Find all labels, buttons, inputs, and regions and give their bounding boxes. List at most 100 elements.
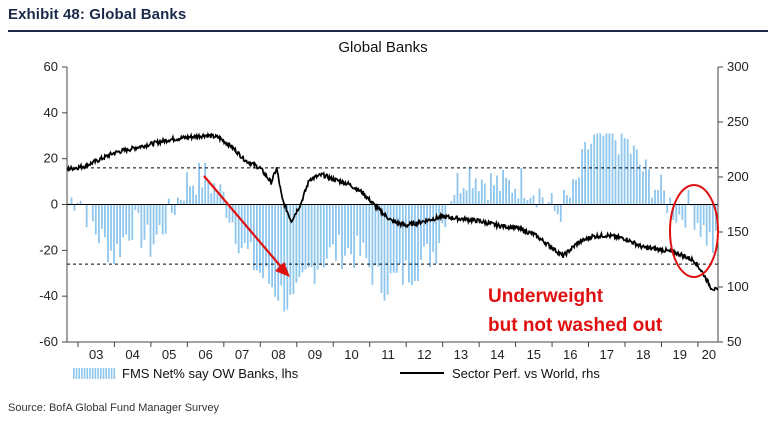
fms-bar <box>73 204 76 211</box>
fms-bar <box>183 200 185 205</box>
fms-bar <box>207 181 210 205</box>
fms-bar <box>502 170 504 205</box>
fms-bar <box>535 204 538 208</box>
x-tick-label: 12 <box>417 347 431 362</box>
fms-bar <box>262 204 264 279</box>
fms-bar <box>362 204 365 243</box>
fms-bar <box>377 204 380 267</box>
fms-bar <box>420 204 422 260</box>
x-tick-label: 10 <box>344 347 358 362</box>
fms-bar <box>395 204 398 273</box>
fms-bar <box>204 163 207 205</box>
x-tick-label: 06 <box>198 347 212 362</box>
fms-bar <box>301 204 304 273</box>
fms-bar <box>164 204 167 234</box>
legend-swatch-bar <box>86 368 89 379</box>
fms-bar <box>423 204 425 247</box>
fms-bar <box>675 204 678 223</box>
fms-bar <box>383 204 386 301</box>
fms-bar <box>268 204 270 284</box>
fms-bar <box>140 204 143 248</box>
legend-swatch-bar <box>105 368 107 379</box>
fms-bar <box>234 204 237 244</box>
chart-title: Global Banks <box>338 39 427 56</box>
fms-bar <box>265 204 267 267</box>
fms-bar <box>113 204 115 265</box>
fms-bar <box>657 190 659 205</box>
x-tick-label: 17 <box>600 347 614 362</box>
fms-bar <box>316 204 319 270</box>
fms-bar <box>547 202 550 205</box>
fms-bar <box>435 204 438 264</box>
source-note: Source: BofA Global Fund Manager Survey <box>8 402 219 414</box>
fms-bar <box>699 204 702 237</box>
fms-bar <box>617 154 620 205</box>
fms-bar <box>678 204 681 215</box>
fms-bar <box>526 200 529 205</box>
fms-bar <box>438 204 441 244</box>
fms-bar <box>572 179 574 205</box>
x-tick-label: 18 <box>636 347 650 362</box>
fms-bar <box>398 204 401 264</box>
fms-bar <box>620 133 623 205</box>
fms-bar <box>632 145 635 205</box>
x-tick-label: 04 <box>125 347 139 362</box>
fms-bar <box>635 149 638 205</box>
fms-bar <box>122 204 125 238</box>
fms-bar <box>593 134 596 205</box>
fms-bar <box>529 197 532 205</box>
fms-bar <box>687 189 690 205</box>
fms-bar <box>575 179 577 205</box>
legend-swatch-bar <box>81 368 83 379</box>
fms-bar <box>669 197 672 205</box>
fms-bar <box>356 204 359 236</box>
legend-swatch-bar <box>113 368 116 379</box>
fms-bar <box>623 138 626 205</box>
left-tick-label: 0 <box>51 197 58 212</box>
fms-bar <box>386 204 389 295</box>
fms-bar <box>338 204 340 235</box>
fms-bar <box>104 204 106 238</box>
fms-bar <box>499 191 501 205</box>
fms-bar <box>210 193 213 205</box>
fms-bar <box>283 204 286 312</box>
fms-bar <box>237 204 240 254</box>
fms-bar <box>511 192 514 205</box>
fms-bar <box>101 204 103 229</box>
legend-swatch-bar <box>73 368 75 379</box>
fms-bar <box>426 204 428 244</box>
fms-bar <box>325 204 328 259</box>
fms-bar <box>690 204 693 206</box>
fms-bar <box>465 190 468 205</box>
fms-bar <box>578 177 580 205</box>
fms-bar <box>125 204 128 235</box>
fms-bar <box>553 204 556 212</box>
fms-bar <box>107 204 109 263</box>
fms-bar <box>158 204 161 226</box>
fms-bar <box>550 193 553 205</box>
x-tick-label: 16 <box>563 347 577 362</box>
legend-swatch-bar <box>83 368 86 379</box>
fms-bar <box>380 204 383 293</box>
legend-swatch-bar <box>97 368 99 379</box>
fms-bar <box>110 204 112 251</box>
title-rule <box>8 30 768 32</box>
fms-bar <box>493 185 495 205</box>
fms-bar <box>705 204 708 246</box>
fms-bar <box>189 186 191 205</box>
fms-bar <box>456 172 459 205</box>
downtrend-arrowhead <box>275 262 290 277</box>
fms-bar <box>711 204 714 253</box>
fms-bar <box>651 197 653 205</box>
fms-bar <box>289 204 292 295</box>
left-tick-label: -20 <box>39 242 58 257</box>
fms-bar <box>538 188 541 205</box>
fms-bar <box>581 149 583 205</box>
left-tick-label: 60 <box>44 59 58 74</box>
fms-bar <box>259 204 261 273</box>
fms-bar <box>389 204 392 274</box>
fms-bar <box>149 204 152 257</box>
sector-perf-line <box>66 131 719 292</box>
fms-bar <box>76 202 79 205</box>
